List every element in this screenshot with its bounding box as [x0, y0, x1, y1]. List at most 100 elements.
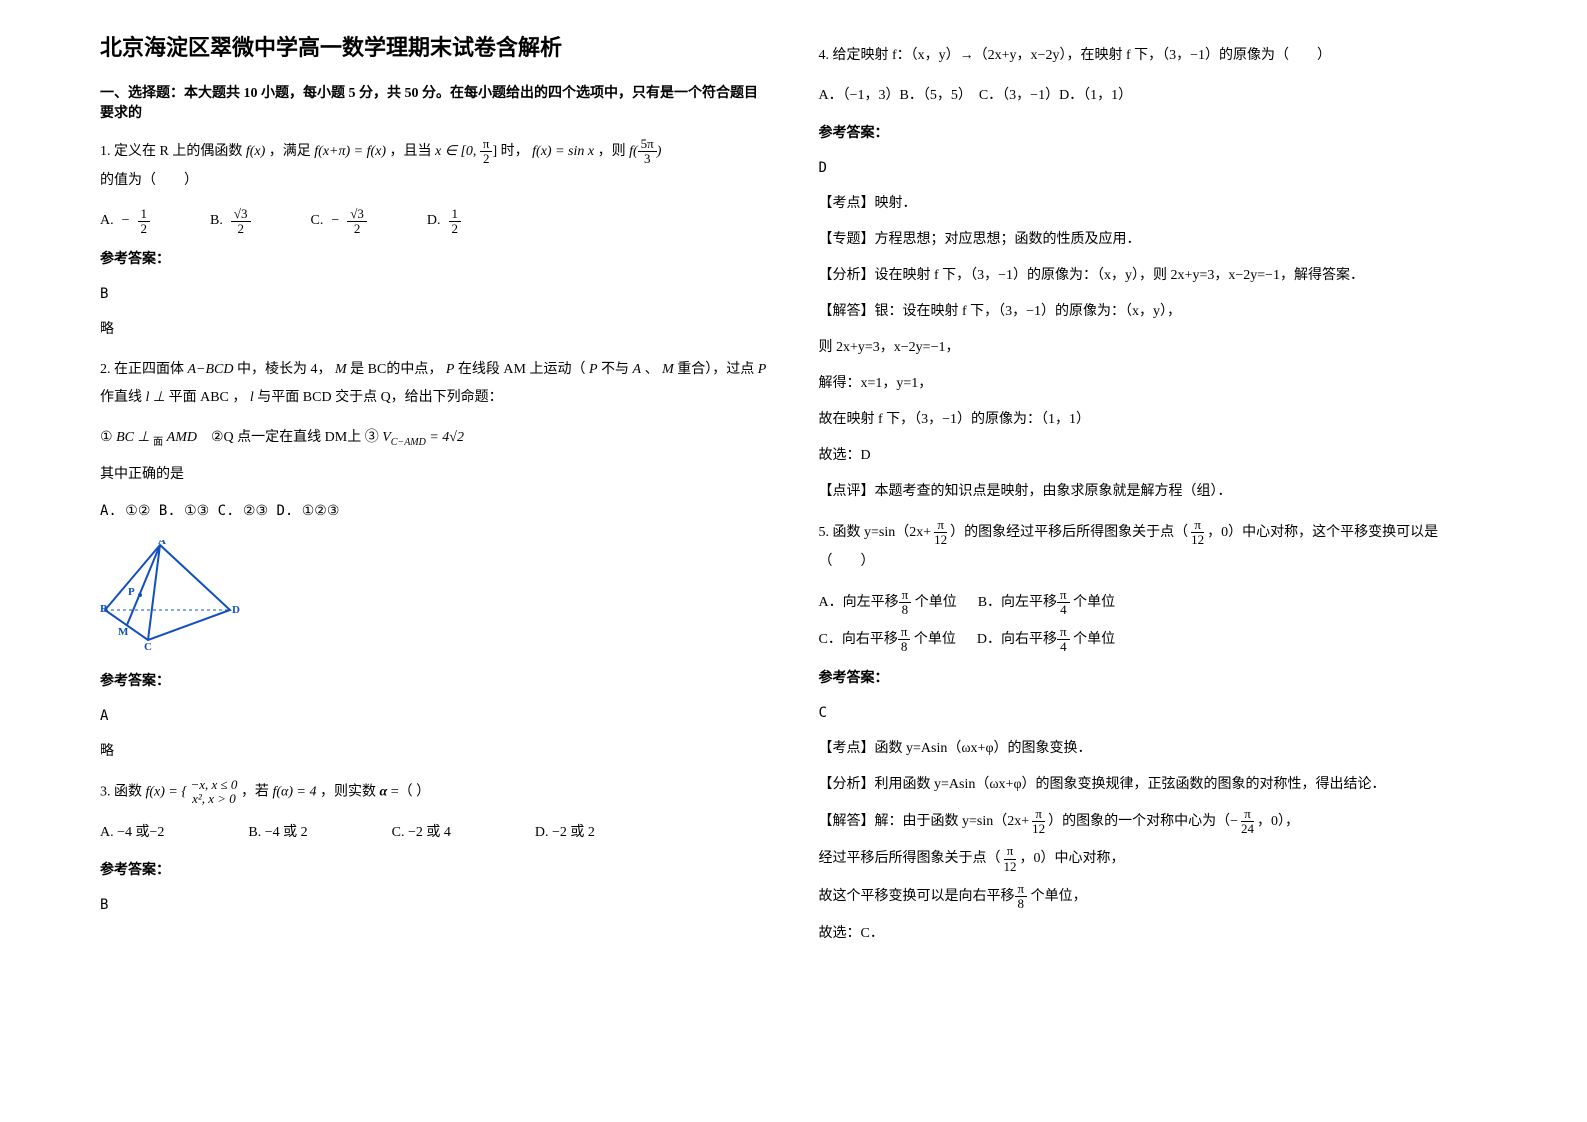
q5-exp4b: ，0）中心对称， — [1020, 851, 1125, 866]
q5-exp1: 【考点】函数 y=Asin（ωx+φ）的图象变换． — [819, 735, 1488, 763]
q1-f5pi3b: ) — [657, 144, 662, 159]
optB-label: B. — [210, 213, 223, 229]
q1-f5pi3den: 3 — [641, 152, 654, 166]
q3-text2: ，若 — [241, 785, 269, 800]
q2-text2: 中，棱长为 4， — [237, 362, 332, 377]
q3-text3: ，则实数 — [320, 785, 376, 800]
q5-optBnum: π — [1057, 588, 1070, 603]
optA-label: A. — [100, 213, 114, 229]
q1-fsin: f(x) = sin x — [532, 144, 594, 159]
q2-bc: BC ⊥ — [116, 430, 150, 445]
q4-answer: D — [819, 154, 1488, 182]
svg-text:P: P — [128, 586, 135, 598]
optB-num: √3 — [231, 207, 251, 222]
q5-exp6: 故选：C． — [819, 920, 1488, 948]
q2-l2: l — [250, 390, 254, 405]
q2-M: M — [335, 362, 347, 377]
q1-text4: 时， — [501, 144, 529, 159]
question-2: 2. 在正四面体 A−BCD 中，棱长为 4， M 是 BC的中点， P 在线段… — [100, 356, 769, 412]
q4-exp1: 【考点】映射． — [819, 190, 1488, 218]
q3-opts: A. −4 或−2 B. −4 或 2 C. −2 或 4 D. −2 或 2 — [100, 819, 769, 847]
q5-exp4: 经过平移后所得图象关于点（π12，0）中心对称， — [819, 844, 1488, 874]
q2-text9: 与平面 BCD 交于点 Q，给出下列命题： — [257, 390, 502, 405]
q5-optC: C．向右平移 — [819, 632, 898, 647]
q2-sub1: 面 — [153, 437, 163, 448]
q2-pause: 、 — [645, 362, 659, 377]
svg-text:M: M — [118, 626, 129, 638]
q5-optAnum: π — [899, 588, 912, 603]
q2-text5: 不与 — [601, 362, 629, 377]
q2-P: P — [446, 362, 455, 377]
q1-optD: D. 12 — [427, 207, 461, 237]
q2-vcamdsub: C−AMD — [391, 437, 426, 448]
q2-abcd: A−BCD — [188, 362, 234, 377]
q2-A: A — [633, 362, 642, 377]
question-4: 4. 给定映射 f：（x，y）→（2x+y，x−2y），在映射 f 下，（3，−… — [819, 42, 1488, 70]
q3-answer-label: 参考答案： — [100, 859, 769, 879]
q5-optCden: 8 — [898, 640, 911, 654]
q4-opts: A．（−1，3）B．（5，5） C．（3，−1）D．（1，1） — [819, 82, 1488, 110]
q1-br: ] — [492, 144, 497, 159]
q3-line2: x², x > 0 — [192, 792, 236, 806]
q5-optDden: 4 — [1057, 640, 1070, 654]
q5-optDnum: π — [1057, 625, 1070, 640]
q5-optAtext: 个单位 — [911, 595, 957, 610]
q2-conditions: ① BC ⊥ 面 AMD ②Q 点一定在直线 DM上 ③ VC−AMD = 4√… — [100, 424, 769, 453]
q5-exp5num: π — [1015, 882, 1028, 897]
q2-text7: 作直线 — [100, 390, 142, 405]
q4-exp6: 解得：x=1，y=1， — [819, 370, 1488, 398]
q5-text: 5. 函数 y=sin（2x+ — [819, 525, 932, 540]
q2-cond2: ②Q 点一定在直线 DM上 ③ — [211, 430, 379, 445]
q1-text2: ，满足 — [269, 144, 311, 159]
optC-label: C. — [311, 213, 324, 229]
q2-P3: P — [758, 362, 767, 377]
q1-answer-label: 参考答案： — [100, 248, 769, 268]
question-5: 5. 函数 y=sin（2x+π12）的图象经过平移后所得图象关于点（π12，0… — [819, 518, 1488, 576]
q4-exp5: 则 2x+y=3，x−2y=−1， — [819, 334, 1488, 362]
q4-exp3: 【分析】设在映射 f 下，（3，−1）的原像为：（x，y），则 2x+y=3，x… — [819, 262, 1488, 290]
q1-text5: ，则 — [598, 144, 626, 159]
q2-answer: A — [100, 702, 769, 730]
q2-M2: M — [662, 362, 674, 377]
q5-opts-row2: C．向右平移π8 个单位 D．向右平移π4 个单位 — [819, 625, 1488, 655]
optC-num: √3 — [347, 207, 367, 222]
q1-optC: C. −√32 — [311, 207, 367, 237]
q5-exp5den: 8 — [1015, 897, 1028, 911]
optD-num: 1 — [449, 207, 462, 222]
q3-text: 3. 函数 — [100, 785, 142, 800]
q5-optD: D．向右平移 — [977, 632, 1057, 647]
svg-text:C: C — [144, 641, 152, 650]
svg-text:A: A — [158, 540, 166, 547]
q5-optCtext: 个单位 — [910, 632, 956, 647]
q5-pi12num: π — [934, 518, 947, 533]
q5-optB: B．向左平移 — [978, 595, 1057, 610]
q1-options: A. −12 B. √32 C. −√32 D. 12 — [100, 207, 769, 237]
q3-answer: B — [100, 891, 769, 919]
q5-pi12den: 12 — [931, 533, 950, 547]
q5-exp3den2: 24 — [1238, 822, 1257, 836]
tetrahedron-diagram: A B C D M P — [100, 540, 769, 655]
optA-num: 1 — [138, 207, 151, 222]
q5-exp2: 【分析】利用函数 y=Asin（ωx+φ）的图象变换规律，正弦函数的图象的对称性… — [819, 771, 1488, 799]
q5-exp3num: π — [1032, 807, 1045, 822]
q1-eq: f(x+π) = f(x) — [314, 144, 386, 159]
q5-optAden: 8 — [899, 603, 912, 617]
q2-text8: 平面 ABC ， — [169, 390, 247, 405]
q1-value-text: 的值为（ ） — [100, 167, 769, 195]
q5-answer: C — [819, 699, 1488, 727]
q3-eq: =（ ） — [391, 785, 430, 800]
q5-exp5a: 故这个平移变换可以是向右平移 — [819, 889, 1015, 904]
optC-den: 2 — [351, 222, 364, 236]
q5-optCnum: π — [898, 625, 911, 640]
q4-exp7: 故在映射 f 下，（3，−1）的原像为：（1，1） — [819, 406, 1488, 434]
q1-pi2den: 2 — [480, 152, 493, 166]
q1-text: 1. 定义在 R 上的偶函数 — [100, 144, 242, 159]
q2-text6: 重合），过点 — [677, 362, 754, 377]
q5-exp3num2: π — [1241, 807, 1254, 822]
q5-exp5b: 个单位， — [1027, 889, 1087, 904]
q5-exp4a: 经过平移后所得图象关于点（ — [819, 851, 1001, 866]
q5-pi12den2: 12 — [1188, 533, 1207, 547]
q4-exp2: 【专题】方程思想；对应思想；函数的性质及应用． — [819, 226, 1488, 254]
q2-correct: 其中正确的是 — [100, 461, 769, 489]
q2-text4: 在线段 AM 上运动（ — [458, 362, 586, 377]
